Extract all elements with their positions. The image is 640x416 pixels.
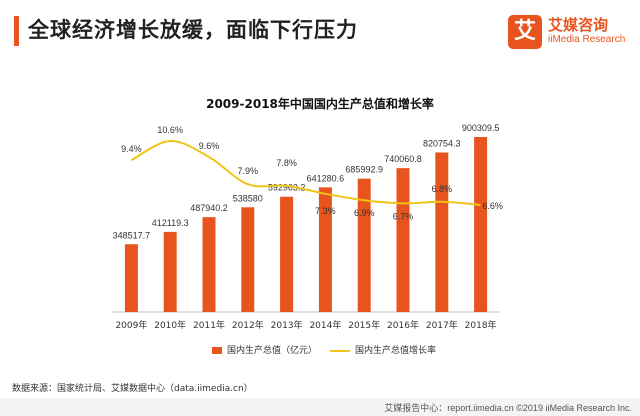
title-accent-bar xyxy=(14,16,19,46)
logo-glyph: 艾 xyxy=(508,15,542,49)
gdp-bar xyxy=(474,137,488,312)
growth-rate-label: 6.9% xyxy=(354,208,375,218)
gdp-bar xyxy=(163,231,177,312)
gdp-bar xyxy=(241,207,255,312)
gdp-bar-label: 538580 xyxy=(233,193,263,203)
gdp-bar-label: 487940.2 xyxy=(190,203,228,213)
brand-logo: 艾 艾媒咨询 iiMedia Research xyxy=(508,12,632,52)
legend-line-swatch xyxy=(330,349,350,352)
gdp-bar-label: 592963.2 xyxy=(268,183,306,193)
legend-label-growth: 国内生产总值增长率 xyxy=(355,346,437,356)
x-tick-label: 2009年 xyxy=(115,319,147,331)
x-tick-label: 2013年 xyxy=(271,319,303,331)
growth-rate-label: 7.3% xyxy=(315,206,336,216)
footer-text: 艾媒报告中心：report.iimedia.cn ©2019 iiMedia R… xyxy=(384,403,632,413)
gdp-bar-label: 900309.5 xyxy=(462,123,500,133)
gdp-bar xyxy=(202,217,216,312)
gdp-bar-label: 348517.7 xyxy=(113,230,151,240)
legend-bar-swatch xyxy=(212,347,222,354)
gdp-bar xyxy=(357,178,371,312)
gdp-bar xyxy=(435,152,449,312)
data-source: 数据来源：国家统计局、艾媒数据中心（data.iimedia.cn） xyxy=(12,384,253,394)
x-tick-label: 2017年 xyxy=(426,319,458,331)
growth-rate-label: 10.6% xyxy=(157,125,183,135)
gdp-bar-label: 412119.3 xyxy=(152,218,189,228)
x-tick-label: 2010年 xyxy=(154,319,186,331)
growth-rate-line xyxy=(130,139,481,206)
logo-name-cn: 艾媒咨询 xyxy=(548,16,609,34)
x-tick-label: 2015年 xyxy=(348,319,380,331)
gdp-bar-label: 641280.6 xyxy=(307,173,345,183)
footer-bar: 艾媒报告中心：report.iimedia.cn ©2019 iiMedia R… xyxy=(0,398,640,416)
gdp-bar-label: 740060.8 xyxy=(384,154,422,164)
growth-rate-label: 6.6% xyxy=(482,201,503,211)
x-tick-label: 2018年 xyxy=(465,319,497,331)
gdp-bar-label: 685992.9 xyxy=(345,165,383,175)
gdp-bar-label: 820754.3 xyxy=(423,138,461,148)
legend-item-growth: 国内生产总值增长率 xyxy=(330,343,436,356)
gdp-chart: 348517.7 2009年 412119.3 2010年 487940.2 2011年 5… xyxy=(112,123,503,331)
x-tick-label: 2014年 xyxy=(309,319,341,331)
legend-item-gdp: 国内生产总值（亿元） xyxy=(212,343,317,356)
gdp-bar xyxy=(280,196,294,312)
growth-rate-label: 7.8% xyxy=(276,158,297,168)
gdp-bar xyxy=(318,187,332,312)
growth-rate-label: 6.7% xyxy=(393,211,414,221)
logo-name-en: iiMedia Research xyxy=(548,34,626,45)
x-tick-label: 2011年 xyxy=(193,319,225,331)
chart-title: 2009-2018年中国国内生产总值和增长率 xyxy=(206,97,434,111)
growth-rate-label: 7.9% xyxy=(238,166,259,176)
page-title: 全球经济增长放缓，面临下行压力 xyxy=(28,18,358,42)
gdp-bar xyxy=(124,244,138,312)
gdp-bar xyxy=(396,168,410,312)
x-tick-label: 2016年 xyxy=(387,319,419,331)
growth-rate-label: 9.4% xyxy=(121,144,142,154)
growth-rate-label: 6.8% xyxy=(432,184,453,194)
growth-rate-label: 9.6% xyxy=(199,141,220,151)
legend-label-gdp: 国内生产总值（亿元） xyxy=(227,346,318,356)
x-tick-label: 2012年 xyxy=(232,319,264,331)
